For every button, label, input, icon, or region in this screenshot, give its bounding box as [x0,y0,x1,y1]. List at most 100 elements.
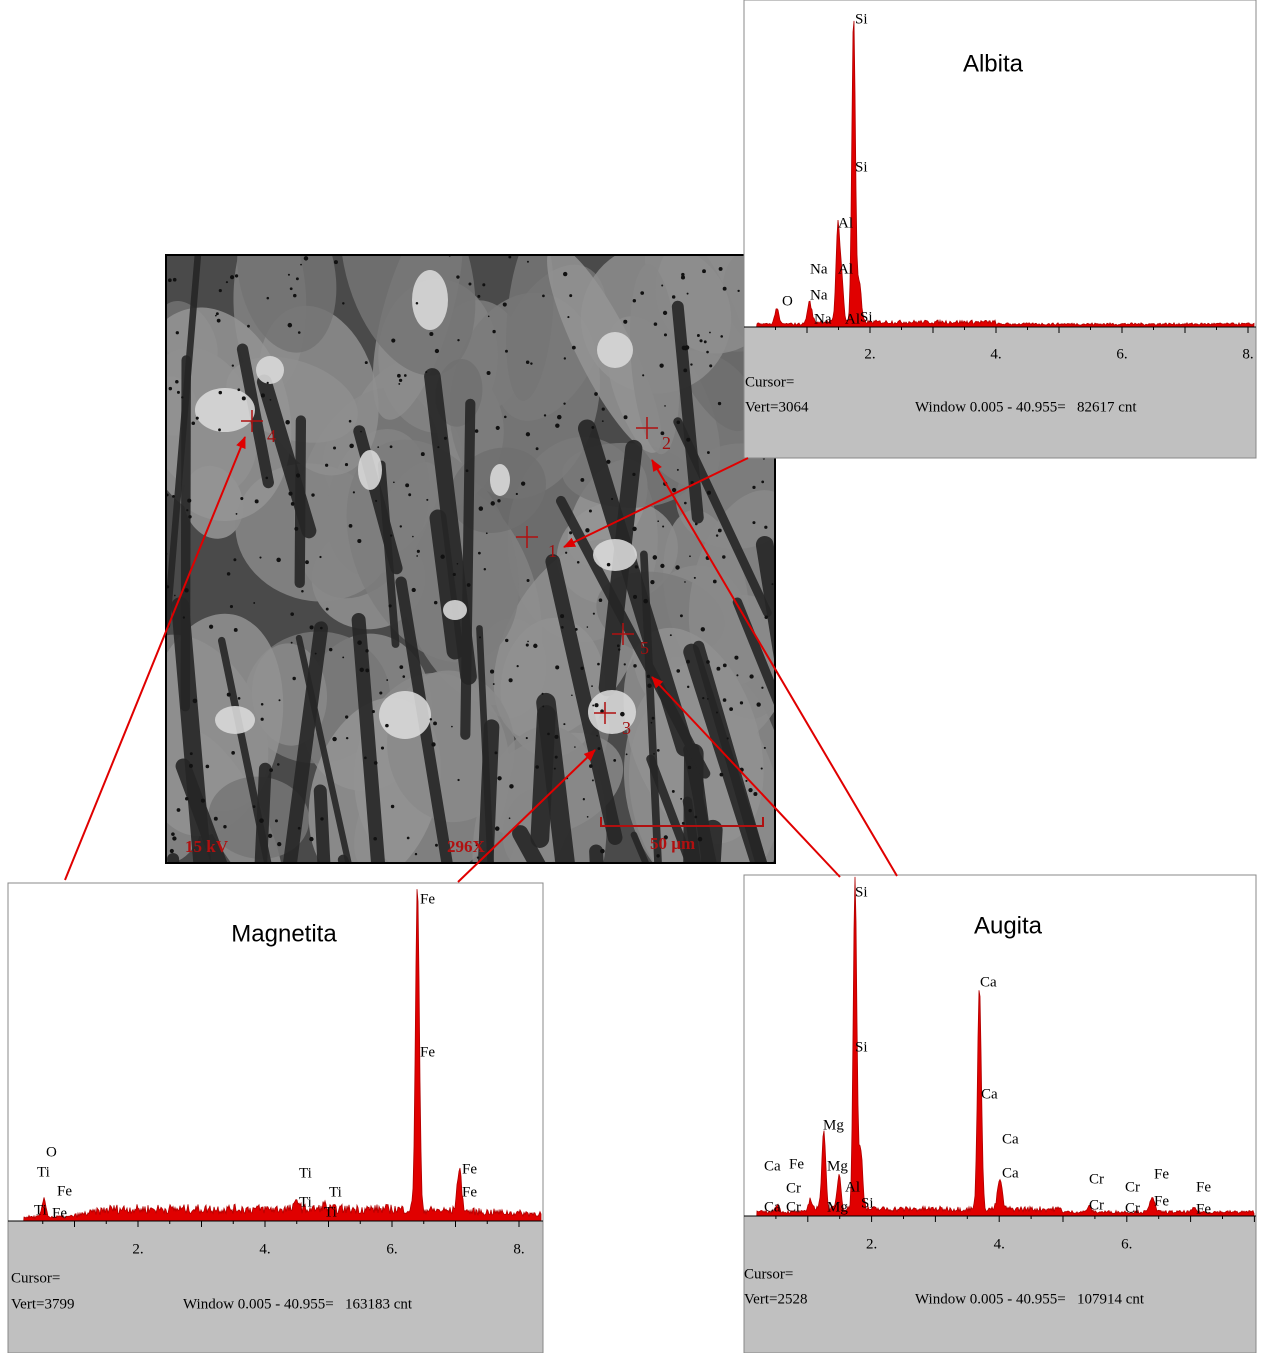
pore [333,447,336,450]
pore [594,392,598,396]
pore [457,779,459,781]
peak-label: Fe [1154,1166,1169,1182]
pore [557,415,562,420]
pore [405,483,409,487]
peak-label: Ti [299,1194,312,1210]
pore [599,598,603,602]
pore [492,330,495,333]
pore [698,837,702,841]
pore [706,660,710,664]
peak-label: Fe [57,1183,72,1199]
pore [748,788,752,792]
peak-label: Fe [1196,1201,1211,1217]
pore [764,616,767,619]
pore [191,421,195,425]
pore [554,768,556,770]
pore [567,316,569,318]
sem-magnification: 296X [447,837,486,856]
pore [690,363,692,365]
pore [174,595,176,597]
pore [563,272,567,276]
pore [672,790,675,793]
pore [453,573,456,576]
pore [745,780,747,782]
pore [700,339,703,342]
peak-label: Cr [1125,1200,1140,1216]
pore [761,767,763,769]
pore [261,703,264,706]
pore [526,432,530,436]
pore [261,718,264,721]
pore [563,723,565,725]
pore [417,550,420,553]
bright-grain [358,450,382,490]
cursor-label: Cursor= [744,1266,793,1282]
pore [269,768,273,772]
pore [385,724,389,728]
pore [214,817,218,821]
pore [723,287,727,291]
pore [360,668,364,672]
pore [659,363,663,367]
pore [577,561,580,564]
pore [188,515,191,518]
pore [723,664,727,668]
pore [390,445,393,448]
pore [526,644,529,647]
pore [217,319,221,323]
pore [517,665,519,667]
pore [253,805,256,808]
pore [479,506,483,510]
pore [611,498,613,500]
pore [277,842,281,846]
pore [187,499,191,503]
pore [484,568,486,570]
pore [235,274,238,277]
pore [771,583,773,585]
pore [720,773,724,777]
bright-grain [215,706,255,734]
pore [416,302,419,305]
pore [288,492,292,496]
bright-grain [256,356,284,384]
pore [435,349,439,353]
peak-label: Ti [299,1165,312,1181]
pore [716,534,718,536]
pore [292,677,295,680]
pore [527,261,529,263]
peak-label: Al [838,215,853,231]
pore [672,295,675,298]
pore [311,493,314,496]
pore [687,293,689,295]
pore [288,274,290,276]
pore [437,446,439,448]
pore [505,350,508,353]
pore [660,564,664,568]
pore [407,837,410,840]
bright-grain [195,388,255,432]
peak-label: O [782,293,793,309]
pore [704,340,707,343]
peak-label: O [46,1144,57,1160]
pore [301,590,304,593]
pore [555,423,559,427]
pore [169,387,172,390]
point-label: 4 [267,426,276,446]
pore [171,832,175,836]
pore [633,299,636,302]
pore [593,613,595,615]
pore [242,396,246,400]
pore [663,311,667,315]
pore [647,675,650,678]
pore [478,552,481,555]
pore [527,641,529,643]
pore [707,491,711,495]
pore [542,706,544,708]
peak-label: Mg [827,1158,848,1174]
pore [676,420,680,424]
pore [718,402,721,405]
pore [177,391,180,394]
pore [547,733,550,736]
pore [740,701,743,704]
pore [232,364,234,366]
